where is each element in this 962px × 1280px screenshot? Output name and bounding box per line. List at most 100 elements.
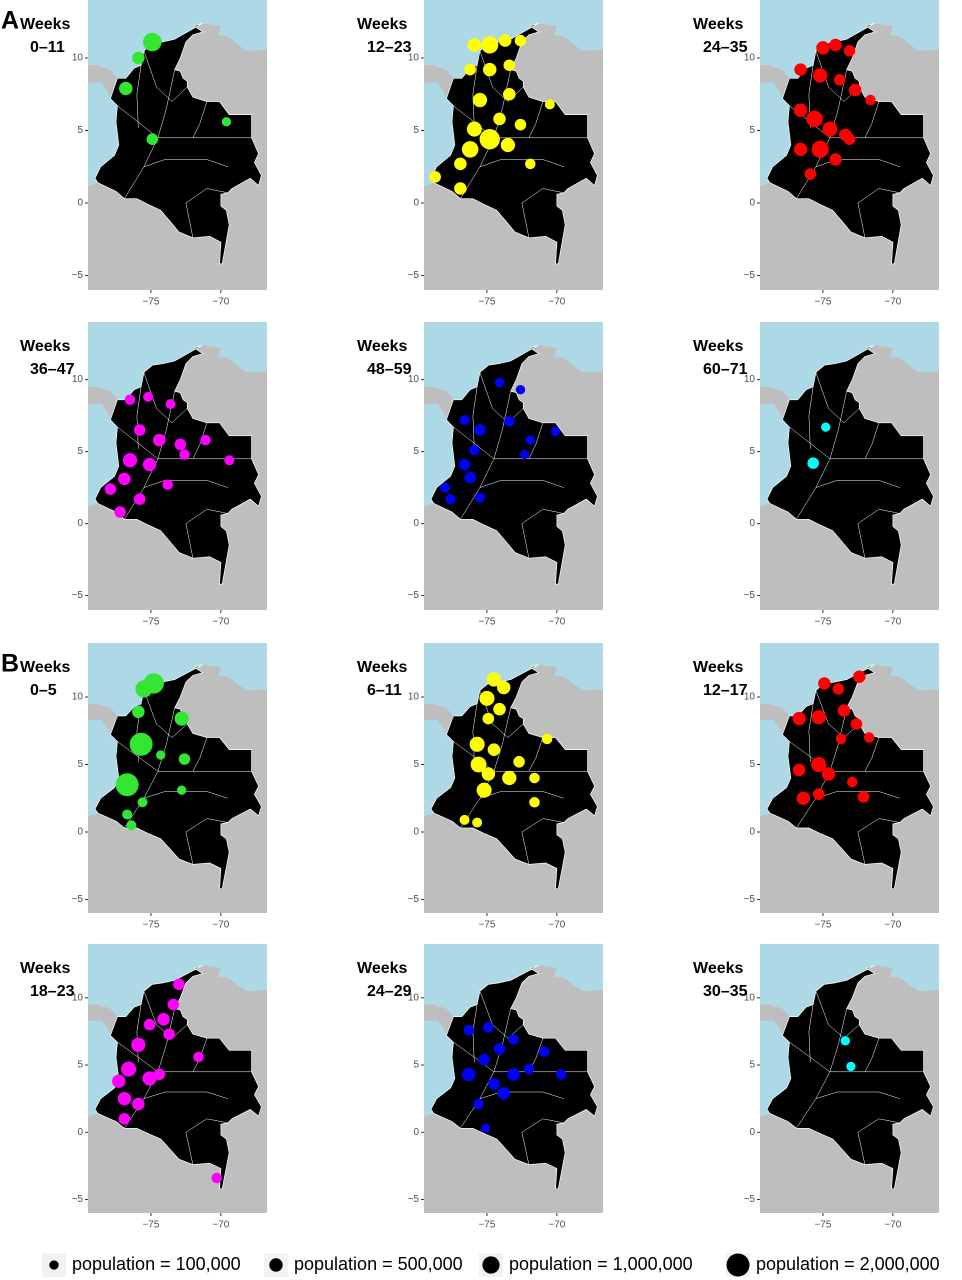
legend-bubble xyxy=(482,1256,500,1274)
map-area xyxy=(760,322,939,610)
y-tick-label: 0 xyxy=(749,518,755,529)
city-bubble xyxy=(811,710,826,725)
y-tick-label: 5 xyxy=(77,759,83,770)
y-tick-label: 10 xyxy=(72,992,84,1003)
city-bubble xyxy=(818,677,831,690)
city-bubble xyxy=(133,424,146,436)
city-bubble xyxy=(146,133,159,145)
region-border xyxy=(479,391,511,488)
city-bubble xyxy=(469,444,480,456)
city-bubble xyxy=(812,788,825,800)
city-bubble xyxy=(835,733,847,745)
region-border xyxy=(528,422,544,459)
map-panel: −5 0 5 10 −75 −70 Weeks 24–35 xyxy=(693,0,939,308)
city-bubble xyxy=(840,1036,850,1046)
ocean xyxy=(760,404,791,507)
region-border xyxy=(479,1008,511,1099)
city-bubble xyxy=(821,422,831,432)
city-bubble xyxy=(476,782,492,798)
city-bubble xyxy=(429,171,441,183)
legend-label: population = 100,000 xyxy=(72,1254,241,1274)
city-bubble xyxy=(481,36,499,54)
city-bubble xyxy=(487,743,501,756)
map-panel: −5 0 5 10 −75 −70 Weeks 48–59 xyxy=(357,322,603,628)
legend-label: population = 1,000,000 xyxy=(509,1254,693,1274)
x-tick-label: −70 xyxy=(212,920,229,931)
y-tick-label: 10 xyxy=(408,374,420,385)
city-bubble xyxy=(474,492,485,503)
x-tick-label: −75 xyxy=(142,920,159,931)
y-tick-label: 0 xyxy=(413,518,419,529)
city-bubble xyxy=(796,791,811,805)
city-bubble xyxy=(529,772,540,784)
city-bubble xyxy=(461,141,479,158)
city-bubble xyxy=(853,670,866,684)
x-tick-label: −75 xyxy=(814,1220,831,1231)
y-tick-label: 0 xyxy=(77,518,83,529)
city-bubble xyxy=(813,68,828,83)
ocean xyxy=(424,82,455,187)
city-bubble xyxy=(555,1069,567,1080)
city-bubble xyxy=(221,117,232,127)
city-bubble xyxy=(498,34,512,47)
y-tick-label: 10 xyxy=(72,692,84,703)
x-tick-label: −70 xyxy=(884,617,901,628)
ocean xyxy=(424,643,603,716)
region-border xyxy=(521,508,564,559)
region-border xyxy=(796,791,900,829)
ocean xyxy=(760,82,791,187)
city-bubble xyxy=(129,732,153,756)
y-tick-label: 0 xyxy=(749,827,755,838)
ocean xyxy=(88,82,119,187)
x-tick-label: −70 xyxy=(212,617,229,628)
map-panel: −5 0 5 10 −75 −70 Weeks 36–47 xyxy=(20,322,267,628)
region-border xyxy=(479,372,524,424)
x-tick-label: −70 xyxy=(548,617,565,628)
map-panel: −5 0 5 10 −75 −70 Weeks 24–29 xyxy=(357,944,603,1231)
y-tick-label: −5 xyxy=(72,270,84,281)
city-bubble xyxy=(472,817,483,828)
ocean xyxy=(760,944,939,1017)
city-bubble xyxy=(494,377,505,388)
y-tick-label: 5 xyxy=(77,446,83,457)
city-bubble xyxy=(122,809,133,820)
city-bubble xyxy=(156,750,166,760)
map-panel: −5 0 5 10 −75 −70 Weeks 60–71 xyxy=(693,322,939,628)
city-bubble xyxy=(843,44,856,57)
region-border xyxy=(185,1118,228,1165)
city-bubble xyxy=(525,435,535,445)
map-area xyxy=(424,643,603,913)
region-border xyxy=(521,1118,564,1165)
region-border xyxy=(857,1118,900,1165)
legend-bubble xyxy=(49,1260,59,1270)
city-bubble xyxy=(466,121,482,137)
region-border xyxy=(192,737,208,772)
city-bubble xyxy=(126,820,137,831)
panel-subtitle: 6–11 xyxy=(367,682,402,699)
city-bubble xyxy=(816,41,830,55)
y-tick-label: 0 xyxy=(749,198,755,209)
city-bubble xyxy=(467,38,482,52)
y-tick-label: 10 xyxy=(408,692,420,703)
city-bubble xyxy=(822,121,838,137)
city-bubble xyxy=(143,391,154,402)
map-panel: −5 0 5 10 −75 −70 Weeks 6–11 xyxy=(357,643,603,931)
city-bubble xyxy=(500,137,516,153)
panel-subtitle: 0–11 xyxy=(30,39,65,56)
city-bubble xyxy=(440,482,450,493)
city-bubble xyxy=(507,1068,520,1081)
city-bubble xyxy=(135,680,153,698)
map-area xyxy=(88,322,267,610)
region-border xyxy=(864,422,880,459)
city-bubble xyxy=(167,998,180,1011)
city-bubble xyxy=(132,1097,145,1111)
y-tick-label: 5 xyxy=(413,125,419,136)
y-tick-label: 10 xyxy=(72,53,84,64)
city-bubble xyxy=(811,756,827,773)
x-tick-label: −75 xyxy=(814,617,831,628)
city-bubble xyxy=(479,129,500,150)
panel-title: Weeks xyxy=(357,960,408,977)
ocean xyxy=(424,1020,455,1117)
y-tick-label: −5 xyxy=(408,1194,420,1205)
ocean xyxy=(760,720,791,817)
